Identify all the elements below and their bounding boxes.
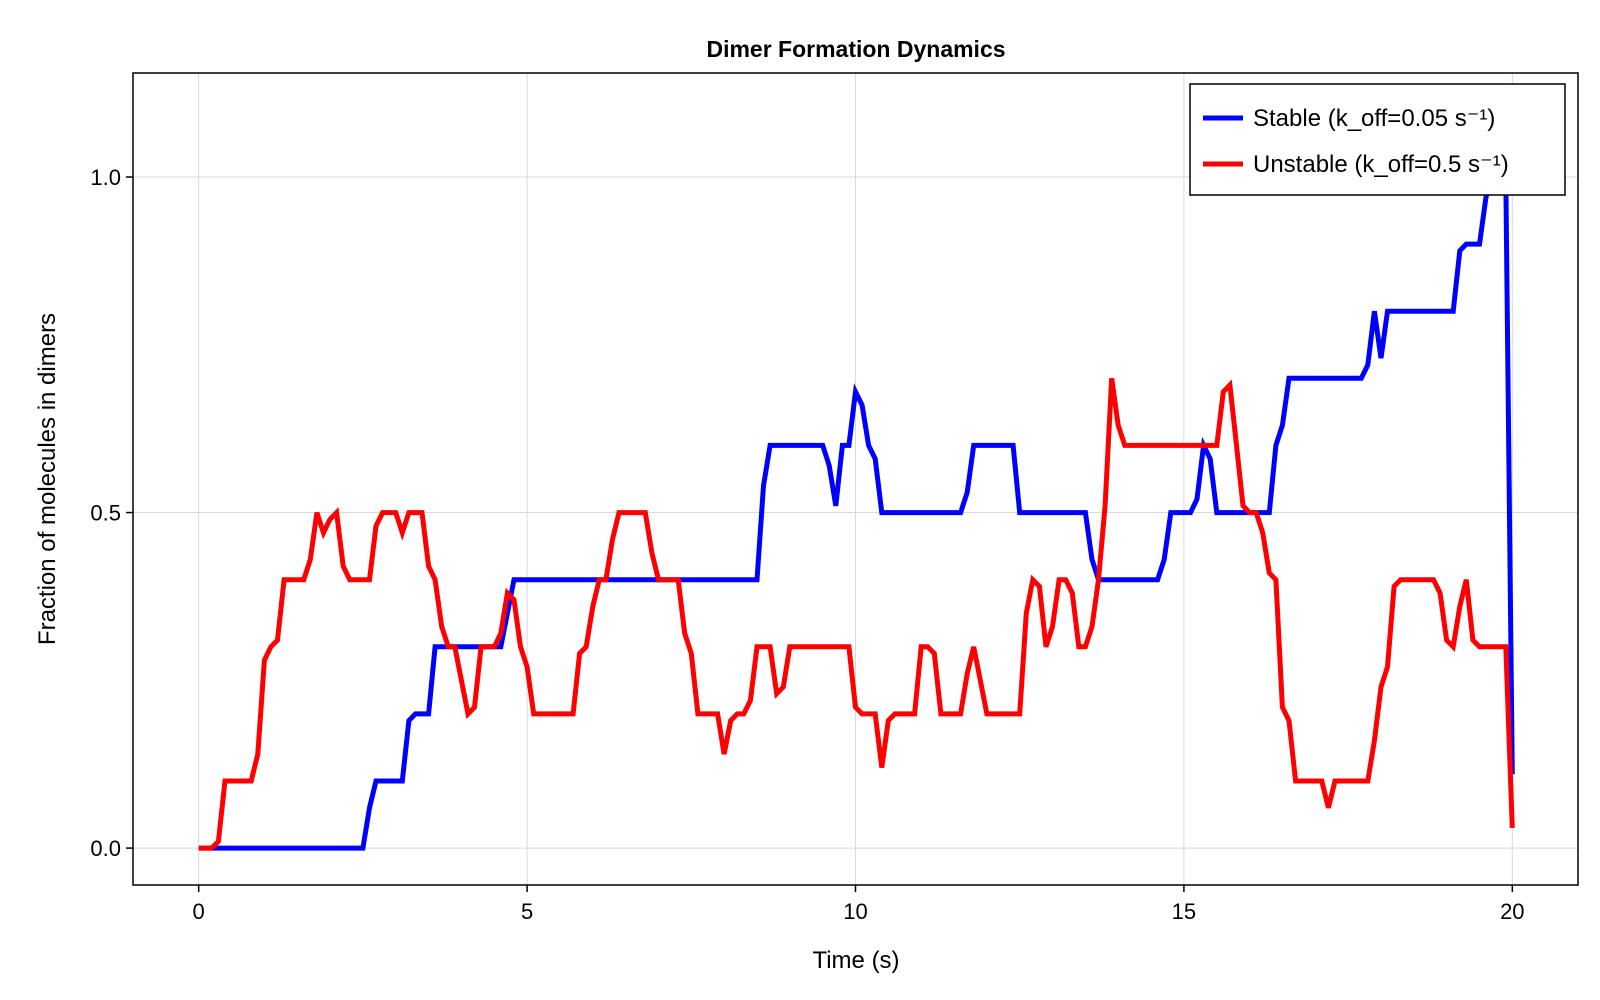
legend-label-unstable: Unstable (k_off=0.5 s⁻¹): [1253, 151, 1509, 178]
y-axis-label: Fraction of molecules in dimers: [34, 313, 61, 645]
legend: Stable (k_off=0.05 s⁻¹) Unstable (k_off=…: [1189, 83, 1566, 196]
x-tick-label: 5: [521, 899, 533, 924]
y-tick-label: 0.0: [90, 836, 121, 861]
x-tick-label: 20: [1500, 899, 1524, 924]
x-axis-label: Time (s): [812, 947, 899, 974]
x-tick-label: 10: [843, 899, 867, 924]
y-tick-label: 0.5: [90, 501, 121, 526]
grid: [133, 73, 1578, 885]
series-lines: [198, 174, 1515, 851]
axis-ticks: 0 5 10 15 20 0.0 0.5 1.0: [90, 165, 1524, 924]
series-line-unstable: [198, 377, 1515, 851]
legend-box: [1189, 83, 1566, 196]
chart-title: Dimer Formation Dynamics: [706, 36, 1005, 62]
y-tick-label: 1.0: [90, 165, 121, 190]
series-line-stable: [198, 174, 1515, 851]
x-tick-label: 15: [1172, 899, 1196, 924]
x-tick-label: 0: [193, 899, 205, 924]
legend-label-stable: Stable (k_off=0.05 s⁻¹): [1253, 105, 1495, 132]
